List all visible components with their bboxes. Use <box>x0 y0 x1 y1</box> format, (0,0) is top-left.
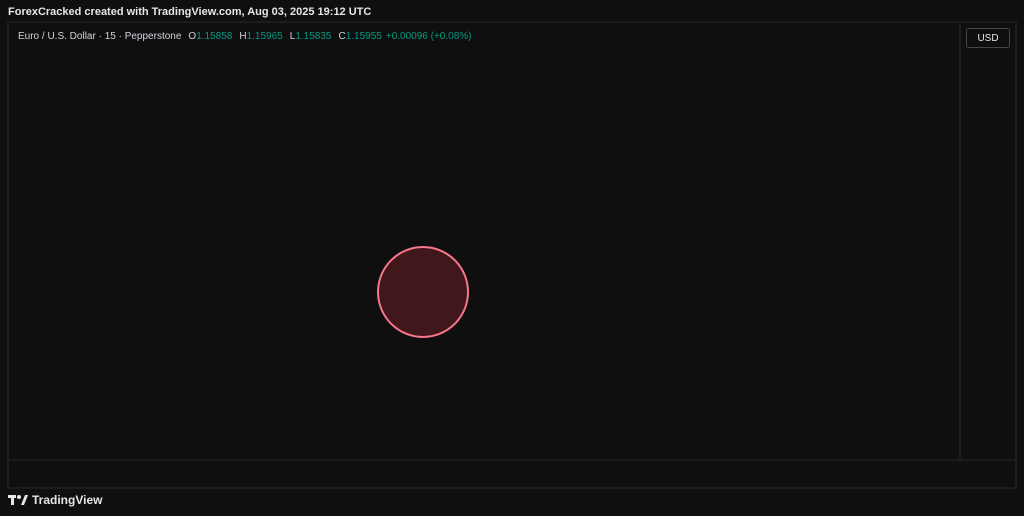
footer: TradingView <box>8 493 102 507</box>
logo <box>8 495 28 505</box>
ohlc-value: 1.15955 <box>345 31 382 42</box>
ohlc-label: O <box>188 31 197 42</box>
ohlc-value: 1.15858 <box>196 31 233 42</box>
ohlc-value: 1.15835 <box>295 31 332 42</box>
ohlc-label: H <box>239 31 247 42</box>
ohlc-value: 1.15965 <box>246 31 283 42</box>
ohlc-label: C <box>338 31 346 42</box>
highlight-circle <box>377 246 469 338</box>
symbol: Euro / U.S. Dollar · 15 · Pepperstone <box>18 31 182 42</box>
credit: ForexCracked created with TradingView.co… <box>8 6 372 18</box>
currency-button[interactable]: USD <box>966 28 1010 48</box>
footer-text: TradingView <box>32 493 103 507</box>
ohlc-label: L <box>289 31 296 42</box>
change: +0.00096 (+0.08%) <box>385 31 472 42</box>
chart-frame <box>7 21 1017 489</box>
